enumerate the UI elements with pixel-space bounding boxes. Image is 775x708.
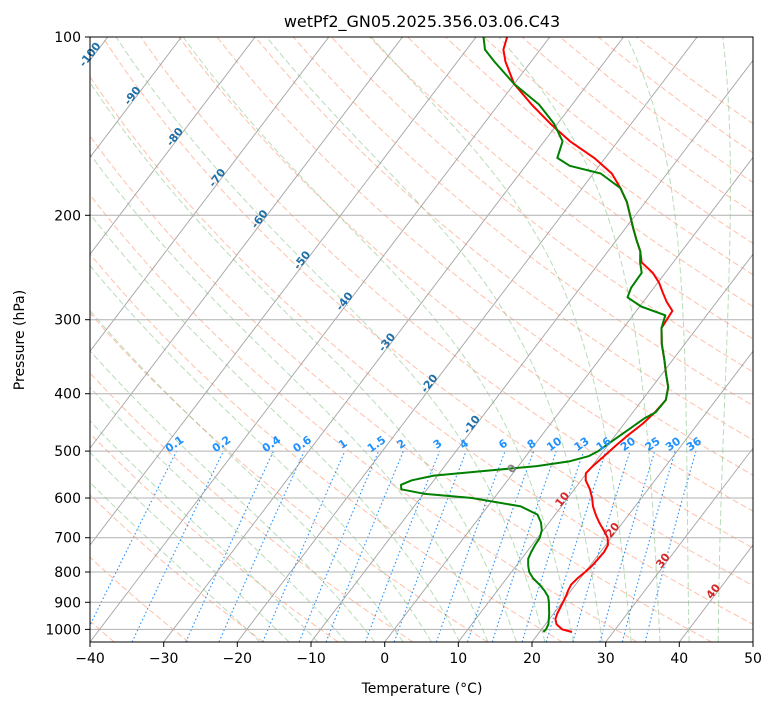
dry-adiabat — [254, 37, 753, 441]
mixing-ratio-line — [90, 450, 178, 627]
y-axis-ticks: 100 200 300 400 500 600 700 800 900 1000 — [45, 30, 90, 638]
y-tick-label: 200 — [54, 208, 81, 224]
dry-adiabat — [90, 312, 488, 642]
isotherm-line — [90, 37, 403, 449]
x-tick-label: 50 — [744, 651, 762, 667]
isotherm-line — [605, 447, 753, 642]
dry-adiabat — [90, 556, 190, 642]
x-tick-label: −10 — [296, 651, 326, 667]
x-tick-label: −30 — [149, 651, 179, 667]
dry-adiabat — [102, 37, 753, 587]
moist-adiabat — [90, 386, 347, 642]
x-tick-label: −20 — [223, 651, 253, 667]
x-tick-label: −40 — [75, 651, 105, 667]
x-axis-label: Temperature (°C) — [361, 681, 483, 697]
dry-adiabat — [407, 37, 753, 308]
x-axis-ticks: −40 −30 −20 −10 0 10 20 30 40 50 — [75, 642, 762, 667]
mixing-ratio-line — [435, 450, 506, 642]
dry-adiabat — [178, 37, 753, 512]
dry-adiabat — [90, 75, 753, 625]
dry-adiabat — [90, 253, 563, 642]
moist-adiabat — [370, 37, 632, 642]
dewpoint-profile — [400, 37, 670, 633]
moist-adiabat — [90, 81, 517, 642]
moist-adiabat — [182, 37, 575, 642]
y-tick-label: 600 — [54, 491, 81, 507]
plot-frame — [89, 36, 754, 643]
y-tick-label: 400 — [54, 387, 81, 403]
moist-adiabat — [626, 37, 690, 642]
y-tick-label: 100 — [54, 30, 81, 46]
moist-adiabat — [266, 37, 603, 642]
mixing-ratio-line — [491, 450, 557, 642]
plot-area — [90, 37, 753, 642]
moist-adiabat — [90, 481, 261, 642]
x-tick-label: 40 — [670, 651, 688, 667]
isotherm-line — [384, 156, 753, 642]
isotherm-line — [90, 37, 477, 546]
y-tick-label: 1000 — [45, 622, 81, 638]
isotherm-line — [90, 37, 256, 255]
moist-adiabat — [90, 350, 376, 642]
isotherm-line — [236, 37, 698, 642]
y-tick-label: 700 — [54, 531, 81, 547]
isotherm-line — [457, 253, 753, 642]
moist-adiabat — [90, 213, 461, 642]
mixing-ratio-line — [621, 450, 676, 642]
mixing-ratio-line — [364, 450, 441, 642]
moist-adiabat — [90, 264, 432, 642]
y-tick-label: 900 — [54, 595, 81, 611]
moist-adiabat — [498, 37, 661, 642]
dry-adiabat — [90, 135, 712, 642]
moist-adiabat — [90, 451, 290, 642]
dry-adiabat — [331, 37, 753, 373]
mixing-ratio-line — [545, 450, 607, 642]
isotherm-line — [163, 37, 624, 642]
moist-adiabat — [90, 153, 489, 642]
mixing-ratio-line — [325, 450, 404, 642]
x-tick-label: 20 — [523, 651, 541, 667]
dry-adiabat — [140, 37, 753, 549]
mixing-ratio-line — [572, 450, 631, 642]
mixing-ratio-line — [599, 450, 656, 642]
isotherm-line — [90, 37, 330, 352]
dry-adiabat — [90, 432, 339, 642]
mixing-ratio-line — [218, 450, 305, 642]
pressure-gridlines — [90, 37, 753, 630]
y-tick-label: 500 — [54, 444, 81, 460]
moist-adiabat — [717, 37, 731, 642]
isotherm-line — [90, 37, 551, 642]
mixing-ratio-line — [521, 450, 585, 642]
chart-title: wetPf2_GN05.2025.356.03.06.C43 — [284, 12, 560, 32]
dry-adiabat — [216, 37, 753, 476]
mixing-ratio-line — [262, 450, 346, 642]
isotherm-line — [310, 59, 753, 642]
moist-adiabat — [90, 309, 404, 642]
profile-series — [400, 37, 674, 633]
isotherm-line — [90, 37, 182, 159]
x-tick-label: 30 — [597, 651, 615, 667]
moist-adiabat — [115, 37, 546, 642]
y-axis-label: Pressure (hPa) — [12, 290, 28, 390]
y-tick-label: 800 — [54, 565, 81, 581]
mixing-ratio-line — [298, 450, 380, 642]
dry-adiabat — [90, 494, 264, 642]
x-tick-label: 10 — [449, 651, 467, 667]
moist-adiabat — [90, 420, 319, 642]
moist-adiabats — [90, 37, 731, 642]
y-tick-label: 300 — [54, 313, 81, 329]
mixing-ratio-line — [466, 450, 535, 642]
dry-adiabat — [90, 194, 638, 642]
x-tick-label: 0 — [380, 651, 389, 667]
